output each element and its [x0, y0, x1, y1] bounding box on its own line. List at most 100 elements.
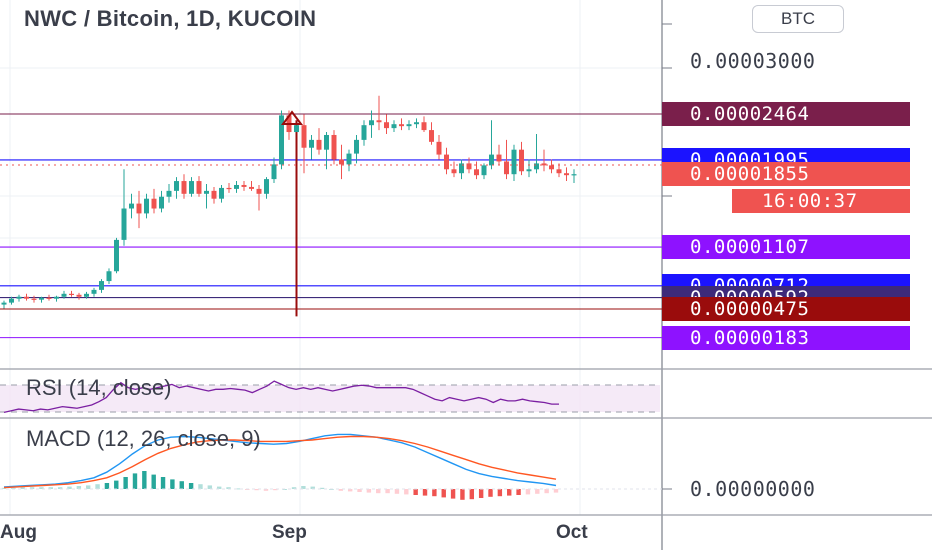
macd-bar — [553, 489, 559, 493]
candle — [189, 177, 194, 197]
candle — [316, 128, 322, 155]
candle — [271, 157, 277, 184]
countdown-timer: 16:00:37 — [732, 189, 910, 213]
macd-bar — [57, 487, 63, 489]
price-level-badge: 0.00000475 — [662, 297, 910, 321]
candle — [384, 114, 389, 134]
rsi-label: RSI (14, close) — [26, 375, 172, 400]
candle — [406, 120, 412, 131]
candle — [144, 193, 149, 219]
macd-bar — [11, 487, 16, 489]
candle — [39, 296, 44, 303]
horizontal-level-lines — [0, 113, 662, 339]
price-level-badge: 0.00000183 — [662, 325, 910, 350]
candle — [376, 95, 382, 131]
macd-bar — [170, 479, 175, 489]
macd-bar — [478, 489, 484, 498]
macd-bar — [67, 486, 72, 489]
macd-bar — [39, 487, 44, 489]
candle — [391, 120, 397, 133]
spike-marker — [281, 110, 303, 125]
candle — [346, 149, 352, 172]
candle — [444, 147, 449, 175]
macd-bar — [160, 477, 166, 489]
macd-bar — [104, 483, 110, 489]
candle — [496, 144, 502, 166]
candle — [91, 287, 97, 297]
candle — [196, 176, 202, 197]
candle — [571, 169, 577, 184]
macd-bar — [301, 486, 306, 489]
macd-bar — [263, 489, 269, 491]
price-level-badge: 0.00002464 — [662, 102, 910, 126]
macd-bar — [544, 489, 549, 494]
rsi-line — [3, 380, 559, 413]
macd-bar — [525, 489, 531, 495]
macd-bar — [347, 489, 353, 492]
macd-bar — [366, 489, 372, 493]
candle — [54, 295, 59, 302]
macd-bar — [29, 487, 35, 489]
candle — [301, 114, 307, 174]
candle — [121, 169, 127, 246]
candle — [76, 292, 82, 300]
price-level-badge: 0.00001107 — [662, 235, 910, 260]
candle — [541, 149, 547, 172]
candle — [399, 118, 404, 131]
candle — [564, 167, 569, 182]
candle — [331, 130, 337, 165]
candle — [174, 177, 179, 199]
chart-title: NWC / Bitcoin, 1D, KUCOIN — [24, 6, 317, 31]
macd-bar — [310, 486, 315, 489]
signal-line — [3, 435, 557, 489]
candle — [1, 300, 7, 309]
candle — [61, 290, 67, 299]
macd-bar — [357, 489, 362, 492]
macd-bar — [198, 484, 203, 489]
macd-bar — [142, 471, 147, 489]
macd-bar — [132, 473, 138, 489]
candle — [489, 120, 494, 170]
candle — [106, 268, 112, 284]
macd-axis-label: 0.00000000 — [690, 477, 816, 501]
candle — [429, 122, 434, 145]
macd-bar — [422, 489, 428, 496]
candle — [556, 163, 562, 178]
macd-bar — [86, 485, 91, 489]
candle — [69, 290, 74, 297]
candle — [534, 134, 539, 174]
macd-bar — [235, 488, 241, 490]
macd-label: MACD (12, 26, close, 9) — [26, 426, 261, 451]
macd-bar — [95, 484, 100, 489]
candle — [511, 144, 517, 182]
macd-bar — [48, 487, 53, 489]
macd-bar — [291, 487, 297, 489]
time-label-oct: Oct — [556, 522, 588, 543]
candle — [354, 134, 359, 164]
candle — [241, 181, 247, 191]
candle — [369, 110, 374, 138]
candle — [114, 237, 119, 274]
macd-bar — [385, 489, 390, 494]
macd-bar — [1, 487, 7, 489]
candle — [204, 184, 209, 209]
candle — [436, 134, 442, 160]
candle — [211, 186, 217, 204]
macd-bar — [319, 487, 325, 489]
macd-bar — [123, 477, 128, 489]
macd-bar — [216, 486, 222, 489]
macd-bar — [507, 489, 512, 496]
macd-bar — [535, 489, 540, 494]
macd-bar — [273, 489, 278, 491]
candle — [414, 118, 419, 129]
macd-histogram — [1, 471, 559, 500]
candle — [324, 132, 329, 170]
macd-bar — [207, 485, 213, 489]
currency-badge[interactable]: BTC — [752, 5, 844, 33]
candle — [31, 295, 37, 303]
candle — [166, 184, 172, 203]
macd-bar — [226, 487, 231, 489]
candle — [219, 184, 224, 203]
candle — [226, 183, 232, 193]
